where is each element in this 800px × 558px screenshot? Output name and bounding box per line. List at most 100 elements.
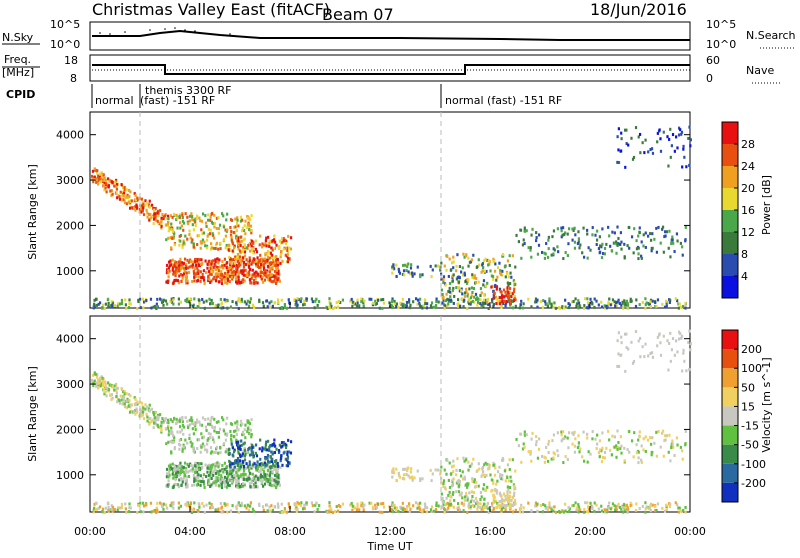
- velocity-cell: [506, 490, 509, 494]
- power-cell: [200, 276, 203, 280]
- power-cell: [176, 216, 179, 220]
- velocity-cell: [382, 502, 385, 506]
- power-cell: [328, 297, 331, 301]
- power-cell: [207, 227, 210, 231]
- velocity-cell: [487, 507, 490, 511]
- velocity-cell: [267, 478, 270, 482]
- velocity-cell: [208, 467, 211, 471]
- power-cell: [561, 305, 564, 309]
- velocity-cell: [380, 502, 383, 506]
- power-cell: [243, 224, 246, 228]
- velocity-cell: [503, 499, 506, 503]
- velocity-cell: [242, 466, 245, 470]
- power-cell: [249, 218, 252, 222]
- power-cell: [561, 226, 565, 230]
- power-cell: [234, 270, 237, 274]
- power-cell: [174, 278, 178, 282]
- power-cell: [296, 297, 299, 301]
- power-cell: [451, 279, 454, 283]
- velocity-cell: [600, 460, 604, 464]
- velocity-cell: [508, 467, 511, 471]
- power-cell: [188, 233, 191, 237]
- velocity-cell: [123, 402, 126, 406]
- velocity-cell: [452, 490, 455, 494]
- power-cell: [275, 278, 278, 282]
- power-cell: [673, 250, 676, 254]
- power-cell: [119, 190, 122, 194]
- velocity-cell: [265, 479, 268, 483]
- power-cell: [155, 302, 158, 306]
- y-tick-label: 2000: [56, 219, 84, 232]
- velocity-cell: [214, 464, 217, 468]
- power-cell: [186, 281, 189, 285]
- power-cell: [141, 204, 144, 208]
- power-cell: [626, 303, 630, 307]
- power-cell: [257, 260, 260, 264]
- velocity-cell: [567, 506, 570, 510]
- power-cell: [115, 185, 118, 189]
- velocity-cell: [280, 510, 284, 514]
- velocity-cell: [209, 506, 212, 510]
- power-cell: [240, 297, 243, 301]
- velocity-cell: [192, 449, 195, 453]
- velocity-cell: [501, 473, 504, 477]
- velocity-cell: [287, 460, 290, 464]
- velocity-cell: [487, 467, 490, 471]
- power-cell: [155, 307, 158, 311]
- power-cell: [273, 274, 276, 278]
- velocity-cell: [175, 422, 178, 426]
- power-cell: [108, 179, 111, 183]
- velocity-cell: [680, 336, 683, 340]
- colorbar-tick-label: 12: [741, 226, 755, 239]
- power-cell: [165, 271, 168, 275]
- power-cell: [506, 288, 509, 292]
- power-cell: [253, 305, 256, 309]
- velocity-cell: [209, 484, 212, 488]
- velocity-cell: [213, 440, 216, 444]
- velocity-cell: [237, 483, 240, 487]
- velocity-cell: [217, 451, 220, 455]
- power-cell: [471, 273, 474, 277]
- power-cell: [254, 274, 258, 278]
- power-cell: [259, 274, 262, 278]
- velocity-cell: [638, 336, 642, 340]
- power-cell: [567, 302, 570, 306]
- power-cell: [512, 290, 516, 294]
- power-cell: [577, 301, 581, 305]
- power-cell: [232, 262, 235, 266]
- velocity-cell: [181, 423, 185, 427]
- power-cell: [506, 281, 509, 285]
- power-cell: [204, 259, 207, 263]
- power-cell: [480, 303, 483, 307]
- velocity-cell: [121, 402, 124, 406]
- velocity-cell: [186, 419, 189, 423]
- power-cell: [518, 306, 521, 310]
- velocity-cell: [181, 477, 184, 481]
- power-cell: [193, 279, 196, 283]
- power-cell: [228, 268, 232, 272]
- power-cell: [455, 269, 458, 273]
- power-cell: [260, 258, 263, 262]
- velocity-cell: [162, 502, 165, 506]
- velocity-cell: [208, 481, 211, 485]
- power-cell: [153, 214, 156, 218]
- velocity-cell: [673, 454, 676, 458]
- velocity-cell: [546, 459, 550, 463]
- velocity-cell: [458, 480, 461, 484]
- velocity-cell: [165, 475, 168, 479]
- velocity-cell: [511, 458, 514, 462]
- power-cell: [391, 305, 394, 309]
- power-cell: [280, 250, 283, 254]
- power-cell: [211, 221, 214, 225]
- power-cell: [476, 303, 479, 307]
- power-cell: [165, 263, 169, 267]
- velocity-cell: [197, 438, 201, 442]
- velocity-cell: [418, 505, 421, 509]
- power-cell: [282, 247, 285, 251]
- power-cell: [279, 306, 282, 310]
- velocity-cell: [548, 503, 551, 507]
- velocity-cell: [665, 503, 668, 507]
- velocity-cell: [603, 508, 606, 512]
- power-cell: [258, 300, 261, 304]
- power-cell: [609, 244, 612, 248]
